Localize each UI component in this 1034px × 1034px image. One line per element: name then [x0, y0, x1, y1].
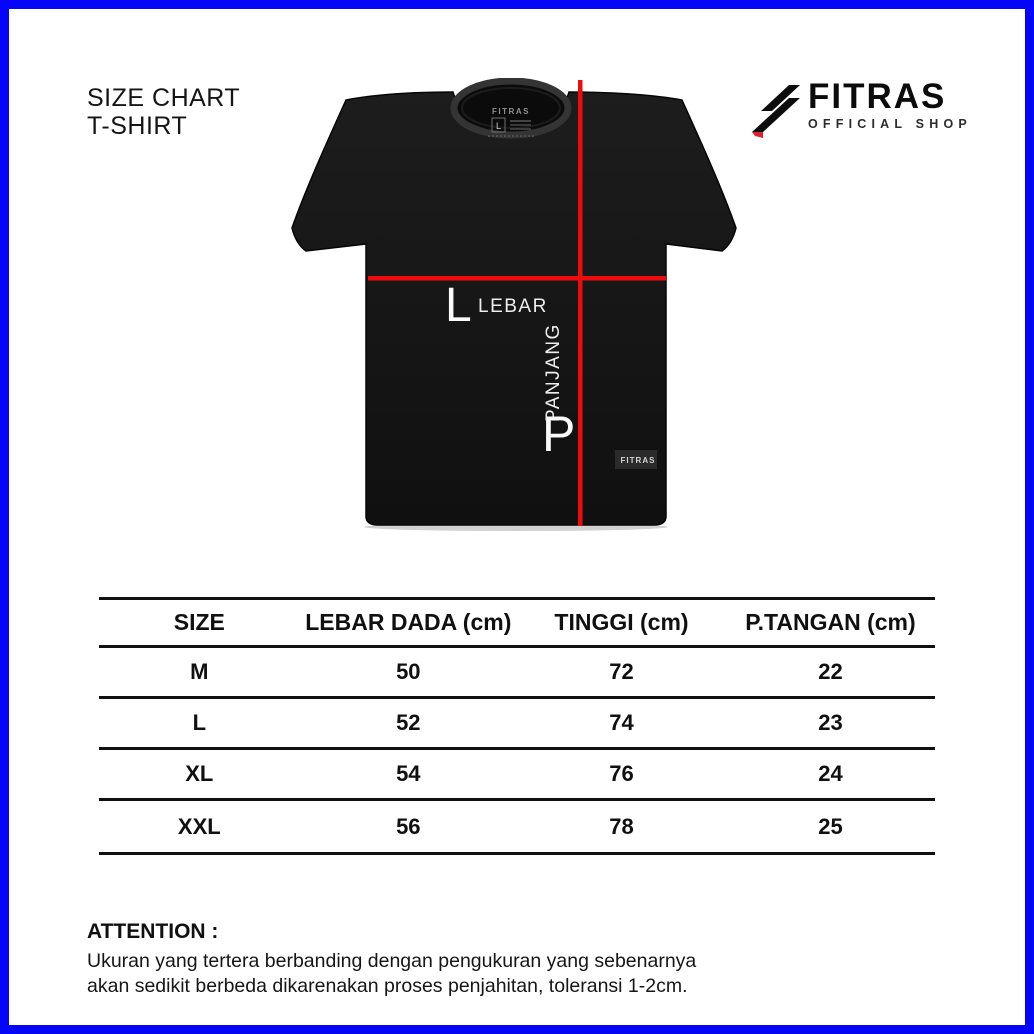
- length-measure-line: [578, 80, 583, 526]
- table-row: XL 54 76 24: [99, 750, 935, 801]
- page-title-line1: SIZE CHART: [87, 84, 241, 112]
- cell-tinggi: 76: [609, 761, 634, 786]
- col-header-tinggi: TINGGI (cm): [554, 609, 689, 635]
- page-title-line2: T-SHIRT: [87, 112, 188, 140]
- neck-label-size: L: [496, 121, 501, 131]
- table-row: XXL 56 78 25: [99, 801, 935, 852]
- neck-label: FITRAS L: [488, 107, 535, 137]
- cell-lebar-dada: 54: [396, 761, 421, 786]
- brand-logo: FITRAS OFFICIAL SHOP: [750, 77, 972, 138]
- width-letter: L: [445, 279, 472, 332]
- shirt-body: [291, 91, 737, 526]
- attention-note: ATTENTION : Ukuran yang tertera berbandi…: [87, 920, 807, 999]
- brand-text: FITRAS OFFICIAL SHOP: [808, 77, 972, 131]
- hem-tag-brand: FITRAS: [621, 456, 656, 465]
- shirt-collar-stitch: [461, 87, 561, 129]
- col-header-lebar-dada: LEBAR DADA (cm): [305, 609, 512, 635]
- attention-line-1: Ukuran yang tertera berbanding dengan pe…: [87, 950, 697, 972]
- width-measure-line: [368, 276, 666, 281]
- cell-tinggi: 78: [609, 813, 634, 839]
- cell-lebar-dada: 56: [396, 813, 421, 839]
- brand-name: FITRAS: [808, 77, 947, 116]
- width-label: LEBAR: [478, 296, 548, 317]
- shirt-collar: [450, 78, 572, 139]
- cell-size: M: [190, 659, 209, 684]
- cell-tinggi: 74: [609, 710, 634, 735]
- tshirt-illustration: FITRAS L L LEBAR PANJANG P FITRAS: [291, 78, 737, 531]
- cell-size: XL: [185, 761, 214, 786]
- cell-p-tangan: 22: [818, 659, 843, 684]
- cell-p-tangan: 23: [818, 710, 843, 735]
- cell-lebar-dada: 50: [396, 659, 421, 684]
- length-letter: P: [542, 406, 575, 462]
- hem-tag: FITRAS: [615, 450, 657, 469]
- cell-tinggi: 72: [609, 659, 634, 684]
- cell-p-tangan: 25: [818, 813, 843, 839]
- neck-label-brand: FITRAS: [492, 107, 530, 116]
- size-table-header: SIZE LEBAR DADA (cm) TINGGI (cm) P.TANGA…: [99, 600, 935, 648]
- col-header-p-tangan: P.TANGAN (cm): [745, 609, 916, 635]
- length-label: PANJANG: [543, 323, 564, 422]
- attention-line-2: akan sedikit berbeda dikarenakan proses …: [87, 975, 688, 997]
- brand-subtitle: OFFICIAL SHOP: [808, 117, 972, 131]
- col-header-size: SIZE: [173, 609, 225, 635]
- size-table: SIZE LEBAR DADA (cm) TINGGI (cm) P.TANGA…: [99, 597, 935, 855]
- fitras-logo-icon: [752, 85, 800, 138]
- attention-heading: ATTENTION :: [87, 920, 219, 943]
- table-row: L 52 74 23: [99, 699, 935, 750]
- cell-lebar-dada: 52: [396, 710, 421, 735]
- cell-size: L: [192, 710, 207, 735]
- table-row: M 50 72 22: [99, 648, 935, 699]
- cell-p-tangan: 24: [818, 761, 843, 786]
- page-title: SIZE CHART T-SHIRT: [87, 84, 240, 140]
- cell-size: XXL: [177, 813, 221, 839]
